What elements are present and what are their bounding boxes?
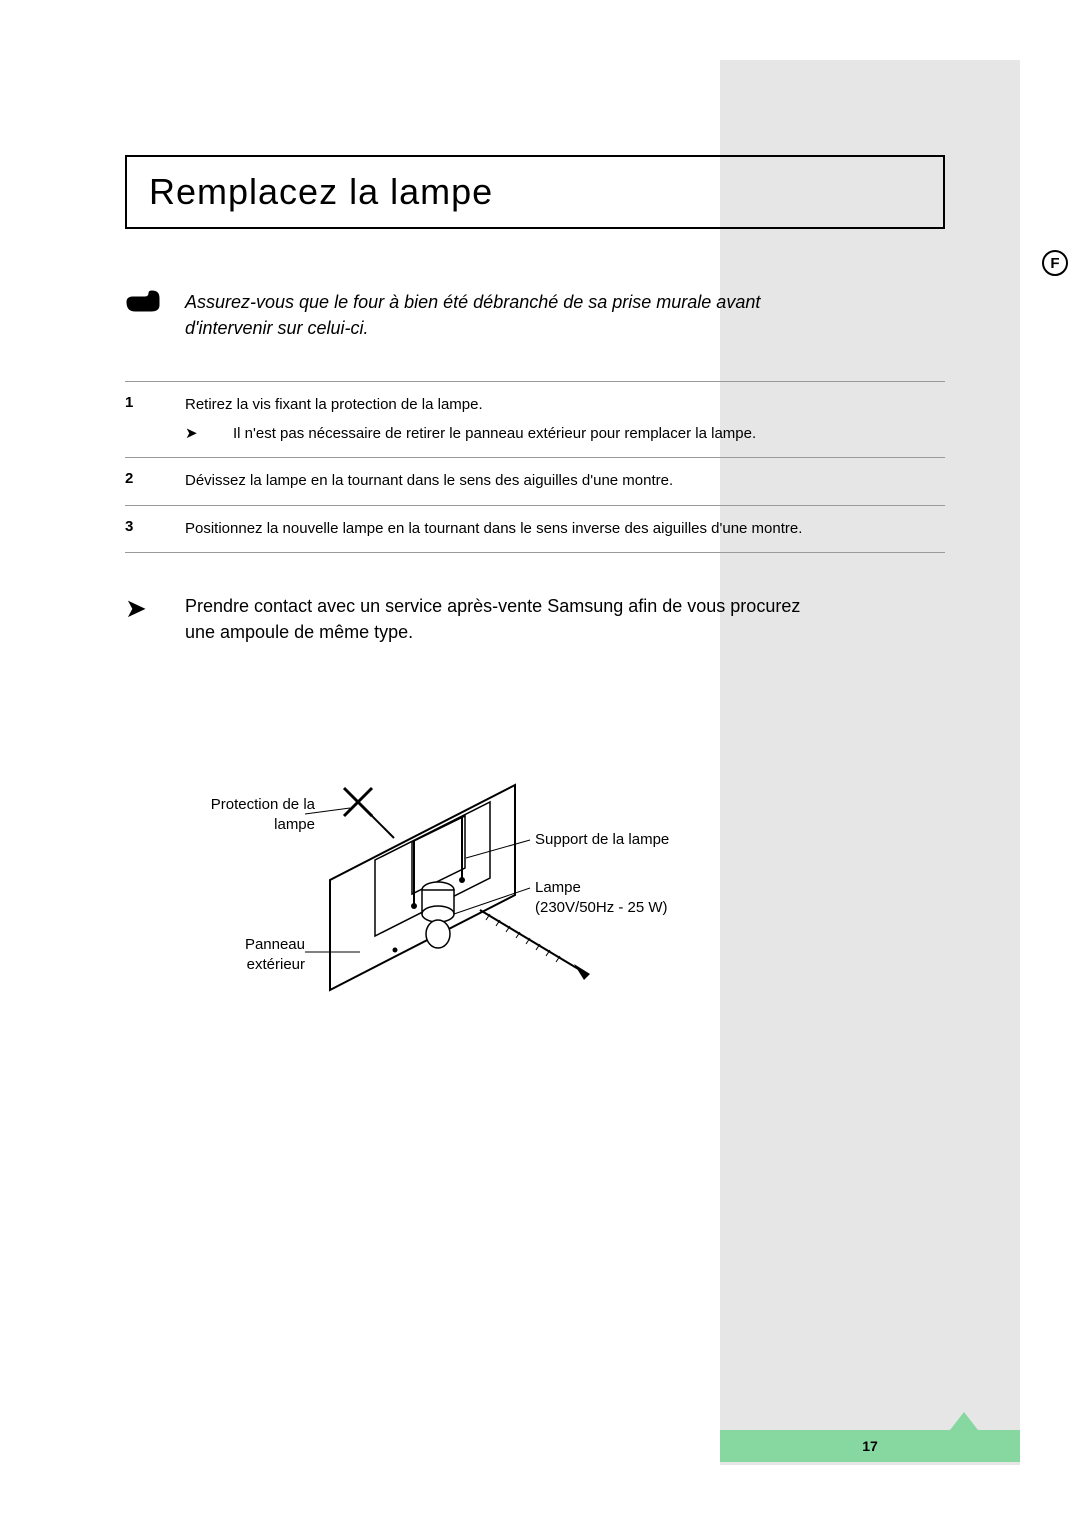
title-box: Remplacez la lampe	[125, 155, 945, 229]
language-badge: F	[1042, 250, 1068, 276]
step-row: 2 Dévissez la lampe en la tournant dans …	[125, 457, 945, 505]
chevron-right-icon: ➤	[185, 423, 233, 446]
diagram-label-lampe: Lampe (230V/50Hz - 25 W)	[535, 878, 668, 917]
page-number-bar: 17	[720, 1430, 1020, 1462]
step-text: Dévissez la lampe en la tournant dans le…	[185, 470, 673, 493]
page-number: 17	[862, 1438, 878, 1454]
page-title: Remplacez la lampe	[149, 171, 921, 213]
warning-row: Assurez-vous que le four à bien été débr…	[125, 289, 945, 341]
step-number: 1	[125, 394, 185, 445]
content-area: Remplacez la lampe Assurez-vous que le f…	[125, 155, 945, 645]
step-row: 3 Positionnez la nouvelle lampe en la to…	[125, 505, 945, 554]
step-text: Retirez la vis fixant la protection de l…	[185, 394, 756, 417]
step-number: 3	[125, 518, 185, 541]
page: F Remplacez la lampe Assurez-vous que le…	[0, 0, 1080, 1528]
page-number-triangle-icon	[950, 1412, 978, 1430]
step-body: Retirez la vis fixant la protection de l…	[185, 394, 756, 445]
arrowhead-icon: ➤	[125, 593, 185, 645]
diagram-label-lampe-1: Lampe	[535, 879, 581, 896]
note-text: Prendre contact avec un service après-ve…	[185, 593, 805, 645]
warning-text: Assurez-vous que le four à bien été débr…	[185, 289, 805, 341]
diagram-label-lampe-2: (230V/50Hz - 25 W)	[535, 899, 668, 916]
note-row: ➤ Prendre contact avec un service après-…	[125, 593, 945, 645]
step-subrow: ➤ Il n'est pas nécessaire de retirer le …	[185, 423, 756, 446]
language-letter: F	[1050, 255, 1059, 272]
steps-list: 1 Retirez la vis fixant la protection de…	[125, 381, 945, 553]
step-subtext: Il n'est pas nécessaire de retirer le pa…	[233, 423, 756, 446]
step-number: 2	[125, 470, 185, 493]
step-text: Positionnez la nouvelle lampe en la tour…	[185, 518, 802, 541]
lamp-diagram: Protection de la lampe Panneau extérieur…	[210, 740, 730, 1040]
diagram-label-panneau: Panneau extérieur	[205, 935, 305, 974]
step-row: 1 Retirez la vis fixant la protection de…	[125, 381, 945, 457]
diagram-label-support: Support de la lampe	[535, 830, 669, 850]
hand-pointer-icon	[125, 289, 185, 341]
diagram-label-protection: Protection de la lampe	[205, 795, 315, 834]
